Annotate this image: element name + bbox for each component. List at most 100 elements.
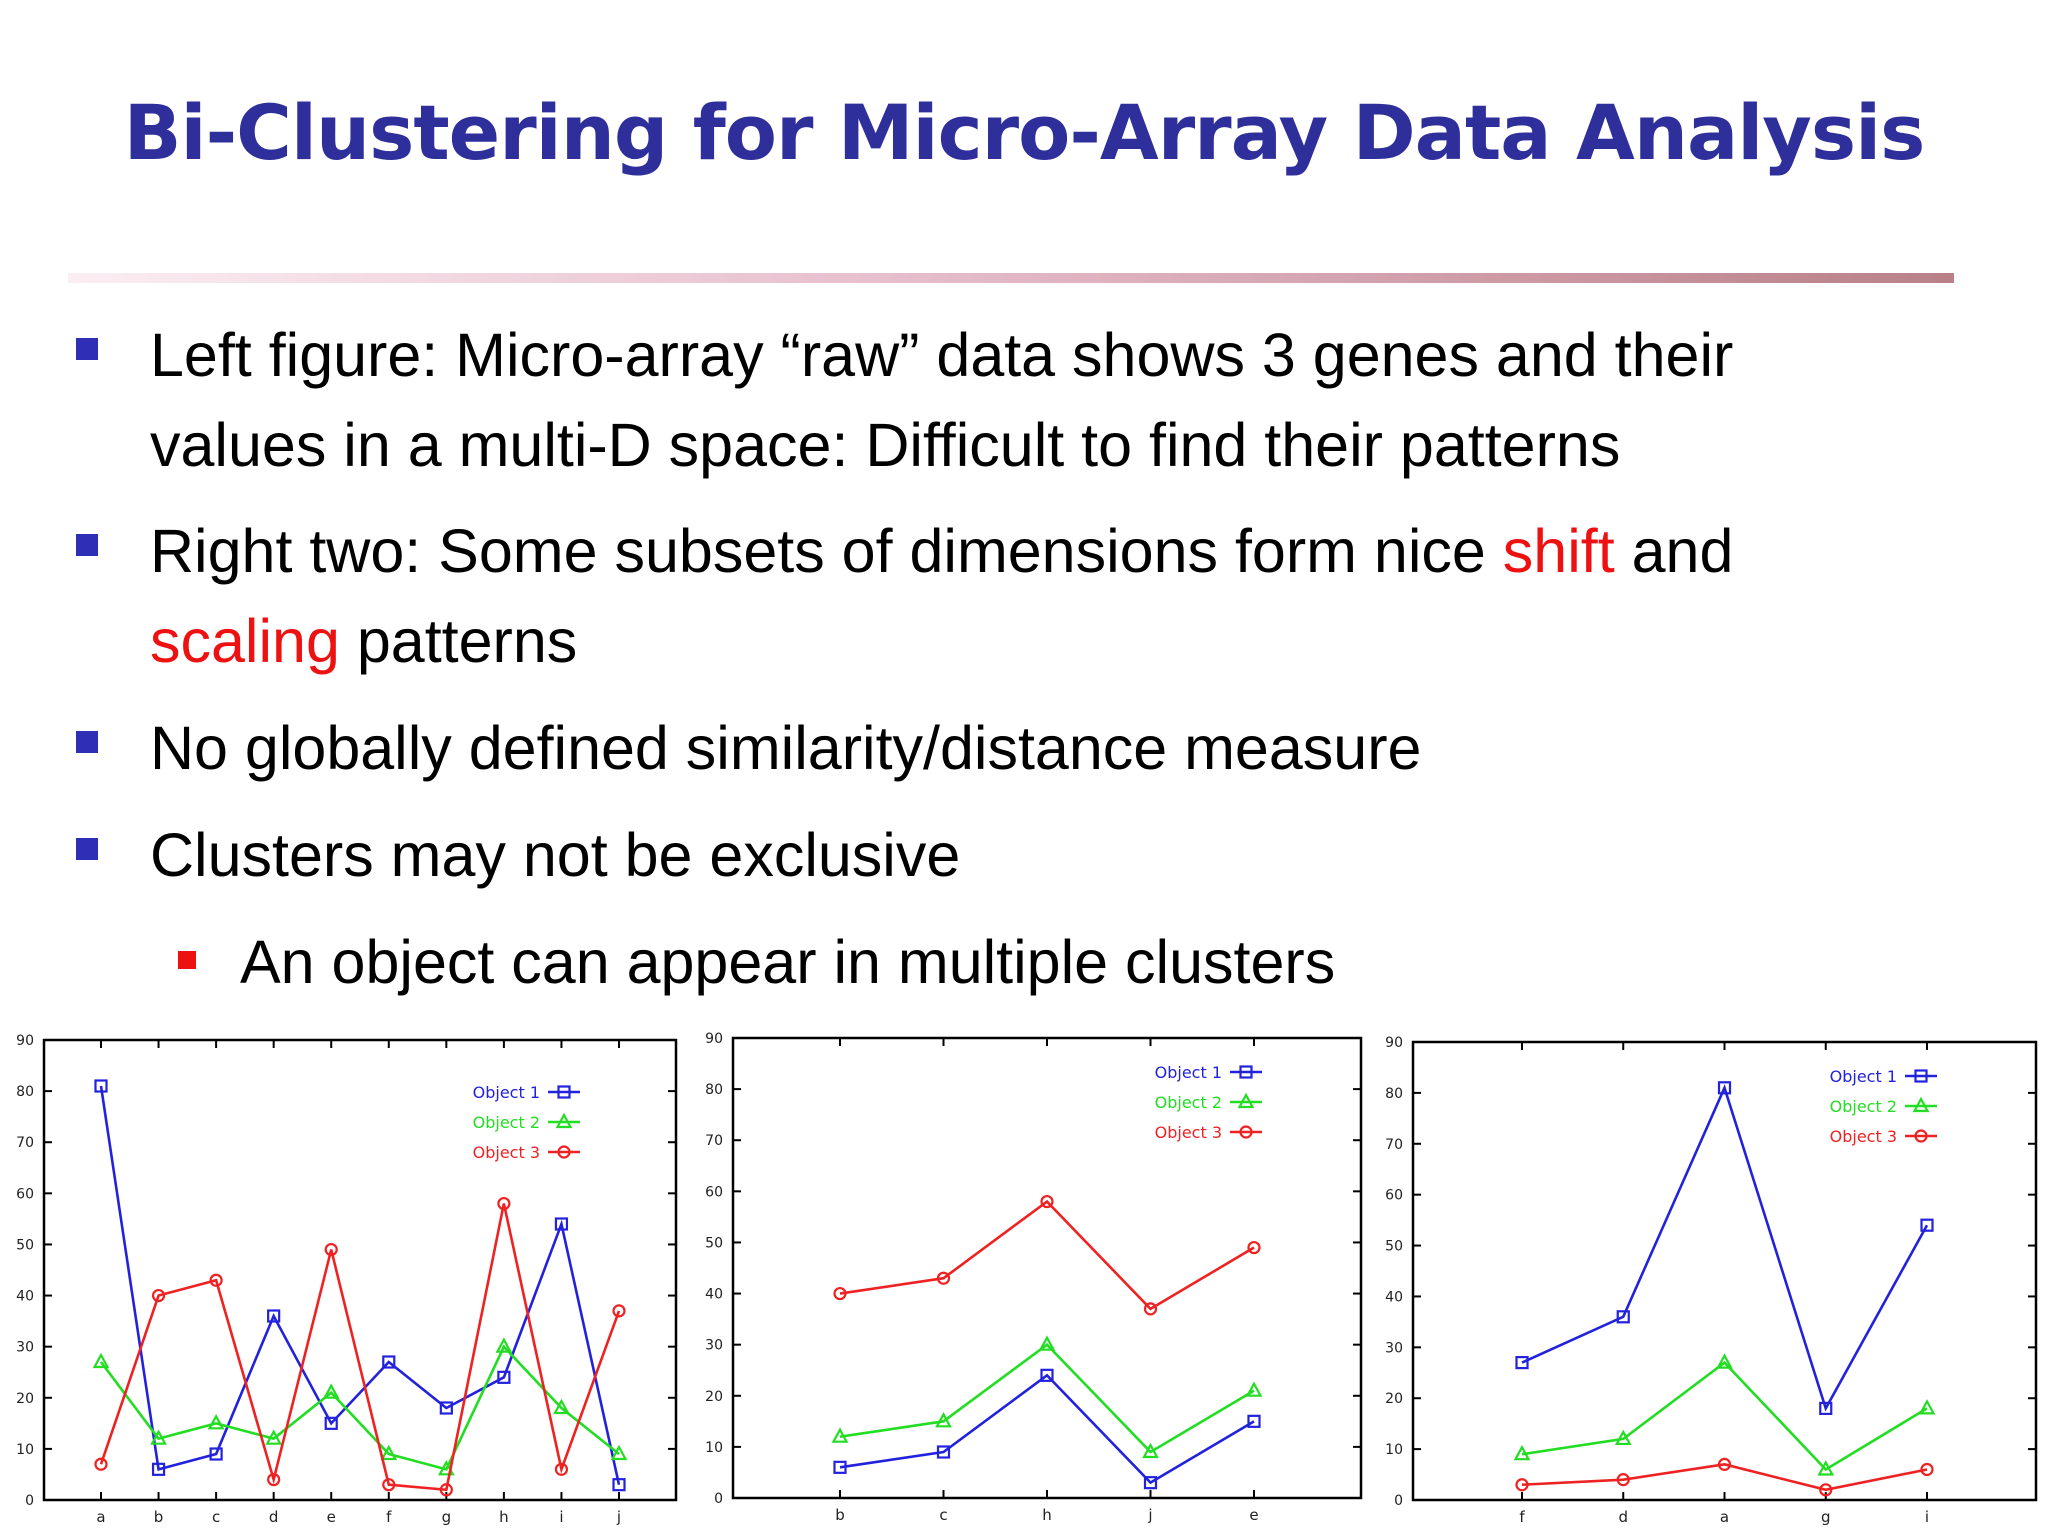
triangle-marker (1237, 1092, 1255, 1109)
data-point (94, 1079, 108, 1093)
series-2 (831, 1335, 1263, 1459)
series-line (99, 1344, 620, 1471)
bullet-square-icon (76, 838, 98, 860)
data-point (936, 1271, 951, 1285)
x-tick-label: e (327, 1508, 336, 1526)
bullet-line: Clusters may not be exclusive (150, 821, 961, 889)
legend-label: Object 1 (473, 1083, 540, 1102)
triangle-marker (1614, 1429, 1632, 1446)
x-tick-label: f (1519, 1508, 1525, 1526)
y-tick-label: 0 (1394, 1493, 1403, 1509)
triangle-marker (92, 1352, 110, 1369)
triangle-marker (1142, 1442, 1159, 1459)
circle-marker (267, 1472, 281, 1487)
x-tick-label: b (835, 1506, 845, 1524)
y-tick-label: 80 (1385, 1086, 1403, 1102)
circle-marker (497, 1196, 511, 1211)
x-tick-label: i (559, 1508, 563, 1526)
data-point (612, 1478, 626, 1492)
sub-bullet-multiple: An object can appear in multiple cluster… (178, 917, 1335, 1007)
square-marker (497, 1370, 511, 1384)
y-tick-label: 20 (705, 1389, 723, 1405)
y-tick-label: 40 (1385, 1289, 1403, 1305)
triangle-marker (1513, 1444, 1531, 1461)
square-marker (151, 1462, 166, 1476)
y-tick-label: 90 (1385, 1035, 1403, 1051)
y-tick-label: 90 (705, 1031, 723, 1047)
slide-title: Bi-Clustering for Micro-Array Data Analy… (123, 88, 1926, 177)
legend-label: Object 3 (473, 1143, 540, 1162)
data-point (1819, 1401, 1833, 1415)
y-tick-label: 70 (705, 1133, 723, 1149)
triangle-marker (1912, 1096, 1930, 1113)
square-marker (1616, 1310, 1630, 1324)
data-point (1247, 1414, 1261, 1428)
data-point (935, 1412, 952, 1428)
triangle-marker (495, 1337, 513, 1353)
y-tick-label: 50 (1385, 1239, 1403, 1255)
circle-marker (1247, 1240, 1261, 1255)
data-point (833, 1286, 847, 1301)
data-point (209, 1447, 223, 1461)
bullet-line: scaling patterns (150, 596, 1733, 686)
circle-marker (1515, 1478, 1529, 1492)
series-line (1521, 1360, 1928, 1472)
circle-marker (557, 1145, 571, 1159)
data-point (1614, 1429, 1632, 1446)
data-point (1918, 1399, 1936, 1415)
y-tick-label: 30 (16, 1340, 34, 1356)
triangle-marker (1038, 1335, 1056, 1351)
data-point (831, 1427, 849, 1443)
data-point (610, 1444, 628, 1461)
data-point (322, 1383, 340, 1399)
triangle-marker (150, 1429, 167, 1445)
plot-frame (42, 1038, 678, 1502)
circle-marker (833, 1286, 847, 1301)
x-tick-label: g (442, 1508, 452, 1526)
x-tick-label: b (154, 1508, 164, 1526)
triangle-marker (553, 1398, 570, 1415)
data-point (497, 1370, 511, 1384)
y-tick-label: 80 (16, 1084, 34, 1100)
circle-marker (209, 1273, 223, 1287)
bullet-line: Right two: Some subsets of dimensions fo… (150, 506, 1733, 596)
y-tick-label: 90 (16, 1033, 34, 1049)
y-tick-label: 10 (1385, 1442, 1403, 1458)
data-point (207, 1414, 225, 1430)
data-point (1513, 1444, 1531, 1461)
bullet-clusters: Clusters may not be exclusive (76, 810, 961, 900)
x-tick-label: f (386, 1508, 392, 1526)
square-marker (1920, 1218, 1934, 1232)
square-marker (936, 1445, 951, 1459)
data-point (151, 1288, 166, 1303)
data-point (1817, 1460, 1835, 1476)
data-point (495, 1337, 513, 1353)
y-tick-label: 40 (705, 1287, 723, 1303)
triangle-marker (935, 1412, 952, 1428)
x-tick-label: g (1821, 1508, 1831, 1526)
x-tick-label: c (212, 1508, 220, 1526)
square-marker (1239, 1065, 1253, 1079)
circle-marker (936, 1271, 951, 1285)
data-point (1616, 1473, 1630, 1487)
x-tick-label: h (1042, 1506, 1052, 1524)
square-marker (382, 1355, 396, 1369)
title-divider (68, 273, 1954, 283)
data-point (382, 1355, 396, 1369)
series-line (99, 1085, 621, 1485)
triangle-marker (1245, 1381, 1263, 1397)
circle-marker (1920, 1462, 1934, 1477)
square-marker (1143, 1476, 1158, 1490)
square-marker (209, 1447, 223, 1461)
circle-marker (94, 1457, 108, 1471)
series-line (1521, 1084, 1929, 1412)
data-point (1616, 1310, 1630, 1324)
data-point (439, 1401, 453, 1415)
plot-frame (1411, 1040, 2038, 1502)
legend-label: Object 2 (473, 1113, 540, 1132)
series-line (99, 1203, 621, 1492)
data-point (1717, 1457, 1732, 1471)
data-point (209, 1273, 223, 1287)
data-point (833, 1460, 847, 1474)
